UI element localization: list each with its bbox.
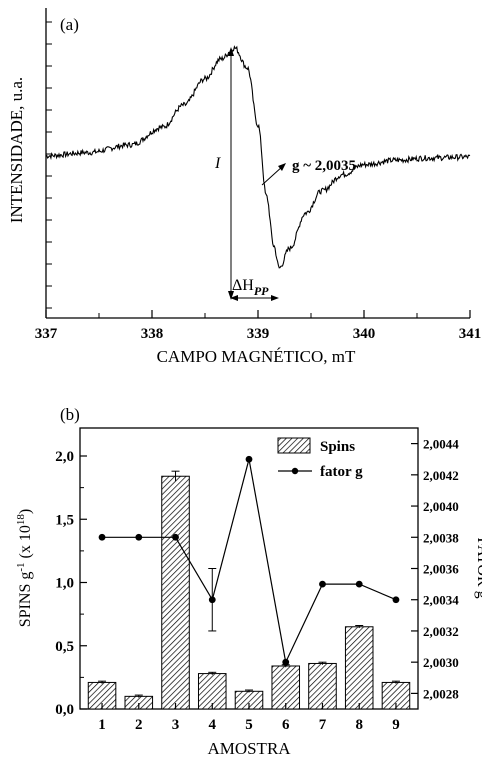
panel-a-x-tick-label: 338 xyxy=(141,326,164,342)
panel-b-y-tick-label: 0,0 xyxy=(55,702,74,718)
panel-a: (a) 337 338 339 340 341 I ΔHPP g ~ 2,0035 CA… xyxy=(7,8,481,366)
panel-b-x-tick-label: 4 xyxy=(209,717,217,733)
panel-b-y2-ticks: 2,0028 2,0030 2,0032 2,0034 2,0036 2,0038 2,00… xyxy=(411,437,459,701)
spins-bar xyxy=(344,626,374,710)
intensity-label: I xyxy=(214,155,221,172)
epr-spectrum-line xyxy=(45,45,471,269)
panel-b-y-tick-label: 2,0 xyxy=(55,449,74,465)
panel-b-y2-label: FATOR g xyxy=(474,537,482,598)
panel-b-x-tick-label: 5 xyxy=(245,717,253,733)
legend: Spins fator g xyxy=(277,437,363,480)
panel-b-x-tick-label: 3 xyxy=(172,717,180,733)
g-value-pointer-head xyxy=(278,163,286,171)
g-factor-point xyxy=(245,455,253,463)
panel-b-x-tick-label: 8 xyxy=(355,717,363,733)
legend-g-label: fator g xyxy=(320,464,363,480)
panel-a-x-tick-label: 340 xyxy=(353,326,376,342)
g-factor-point xyxy=(172,533,179,541)
panel-b-y2-tick-label: 2,0044 xyxy=(423,437,459,452)
panel-b-y-tick-label: 0,5 xyxy=(55,639,74,655)
panel-b-x-ticks: 1 2 3 4 5 6 7 8 9 xyxy=(98,703,400,733)
legend-spins-label: Spins xyxy=(320,439,355,455)
linewidth-arrow-head-left xyxy=(230,295,238,301)
panel-b-y2-tick-label: 2,0040 xyxy=(423,499,459,514)
panel-b-y2-tick-label: 2,0036 xyxy=(423,562,459,577)
spins-bar xyxy=(308,662,337,710)
panel-b-y-ticks: 0,0 0,5 1,0 1,5 2,0 xyxy=(55,449,87,718)
panel-b-y-label: SPINS g-1 (x 1018) xyxy=(15,509,34,627)
panel-b-y2-tick-label: 2,0030 xyxy=(423,655,459,670)
panel-a-x-ticks: 337 338 339 340 341 xyxy=(35,310,482,342)
spins-bar xyxy=(161,475,190,710)
linewidth-arrow-head-right xyxy=(271,295,279,301)
legend-spins-swatch xyxy=(277,437,311,454)
panel-b-x-label: AMOSTRA xyxy=(207,739,291,758)
panel-b: (b) 0,00,51,01,52,0 2,00282,00302,00322,… xyxy=(15,405,482,758)
panel-b-label: (b) xyxy=(60,405,80,424)
g-factor-point xyxy=(208,596,216,604)
g-value-label: g ~ 2,0035 xyxy=(292,158,356,174)
spins-bars xyxy=(87,470,411,710)
panel-b-y2-tick-label: 2,0042 xyxy=(423,468,459,483)
panel-b-x-tick-label: 2 xyxy=(135,717,143,733)
g-factor-point xyxy=(98,533,106,541)
panel-a-x-tick-label: 337 xyxy=(35,326,58,342)
panel-a-y-label: INTENSIDADE, u.a. xyxy=(7,77,26,223)
panel-a-x-tick-label: 341 xyxy=(459,326,482,342)
legend-g-marker xyxy=(291,467,299,475)
panel-b-y-tick-label: 1,0 xyxy=(55,576,74,592)
intensity-arrow-head-top xyxy=(228,47,234,56)
g-value-pointer xyxy=(261,165,284,186)
intensity-arrow-head-bottom xyxy=(228,291,234,300)
panel-b-x-tick-label: 9 xyxy=(392,717,400,733)
g-factor-point xyxy=(282,658,290,666)
g-factor-point xyxy=(355,580,363,588)
panel-a-x-label: CAMPO MAGNÉTICO, mT xyxy=(157,347,356,366)
panel-b-x-tick-label: 7 xyxy=(319,717,327,733)
panel-b-y2-tick-label: 2,0032 xyxy=(423,624,459,639)
g-factor-point xyxy=(319,580,326,588)
panel-b-y2-tick-label: 2,0028 xyxy=(423,686,459,701)
panel-a-x-tick-label: 339 xyxy=(247,326,270,342)
linewidth-label: ΔHPP xyxy=(232,277,269,298)
spins-bar xyxy=(271,665,301,710)
panel-b-x-tick-label: 1 xyxy=(98,717,106,733)
g-factor-point xyxy=(392,596,400,604)
panel-b-y2-tick-label: 2,0034 xyxy=(423,593,459,608)
panel-a-y-ticks xyxy=(46,21,52,309)
panel-b-y-tick-label: 1,5 xyxy=(55,512,74,528)
panel-b-y2-tick-label: 2,0038 xyxy=(423,530,459,545)
panel-b-x-tick-label: 6 xyxy=(282,717,290,733)
panel-a-label: (a) xyxy=(60,15,79,34)
g-factor-series xyxy=(98,455,400,666)
g-factor-point xyxy=(135,533,143,541)
